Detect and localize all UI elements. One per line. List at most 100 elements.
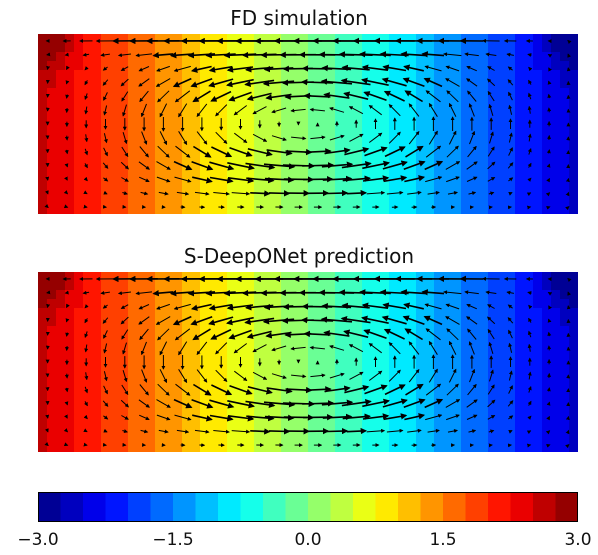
velocity-arrow bbox=[174, 328, 191, 341]
field-cell bbox=[83, 353, 93, 363]
field-cell bbox=[155, 97, 165, 107]
field-cell bbox=[407, 205, 417, 214]
field-cell bbox=[425, 160, 435, 170]
field-cell bbox=[515, 178, 525, 188]
field-cell bbox=[56, 272, 66, 282]
field-cell bbox=[236, 299, 246, 309]
field-cell bbox=[227, 407, 237, 417]
field-cell bbox=[155, 272, 165, 282]
field-cell bbox=[470, 281, 480, 291]
colorbar-band bbox=[420, 492, 444, 522]
field-cell bbox=[146, 43, 156, 53]
field-cell bbox=[56, 398, 66, 408]
velocity-arrow bbox=[528, 304, 533, 310]
field-cell bbox=[74, 52, 84, 62]
field-cell bbox=[533, 443, 543, 452]
field-cell bbox=[371, 407, 381, 417]
field-cell bbox=[533, 97, 543, 107]
field-cell bbox=[83, 335, 93, 345]
field-cell bbox=[533, 133, 543, 143]
field-cell bbox=[164, 169, 174, 179]
field-cell bbox=[101, 34, 111, 44]
field-cell bbox=[263, 70, 273, 80]
velocity-arrow bbox=[152, 289, 174, 297]
field-cell bbox=[182, 124, 192, 134]
field-cell bbox=[155, 61, 165, 71]
field-cell bbox=[497, 326, 507, 336]
field-cell bbox=[326, 371, 336, 381]
field-cell bbox=[326, 416, 336, 426]
field-cell bbox=[308, 133, 318, 143]
field-cell bbox=[146, 371, 156, 381]
field-cell bbox=[443, 43, 453, 53]
field-cell bbox=[155, 133, 165, 143]
field-cell bbox=[443, 407, 453, 417]
field-cell bbox=[371, 416, 381, 426]
field-cell bbox=[425, 205, 435, 214]
field-cell bbox=[164, 205, 174, 214]
field-cell bbox=[128, 326, 138, 336]
field-cell bbox=[461, 362, 471, 372]
field-cell bbox=[569, 133, 578, 143]
field-cell bbox=[191, 371, 201, 381]
field-cell bbox=[92, 335, 102, 345]
field-cell bbox=[479, 160, 489, 170]
field-cell bbox=[191, 205, 201, 214]
field-cell bbox=[470, 142, 480, 152]
field-cell bbox=[335, 178, 345, 188]
field-cell bbox=[497, 344, 507, 354]
field-cell bbox=[110, 353, 120, 363]
field-cell bbox=[569, 196, 578, 206]
velocity-arrow bbox=[138, 161, 150, 170]
field-cell bbox=[533, 52, 543, 62]
field-cell bbox=[506, 187, 516, 197]
field-cell bbox=[227, 290, 237, 300]
velocity-arrow bbox=[443, 52, 462, 57]
field-cell bbox=[263, 142, 273, 152]
field-cell bbox=[416, 335, 426, 345]
field-cell bbox=[47, 34, 57, 44]
field-cell bbox=[101, 290, 111, 300]
field-cell bbox=[407, 317, 417, 327]
field-cell bbox=[560, 34, 570, 44]
field-cell bbox=[434, 389, 444, 399]
field-cell bbox=[110, 187, 120, 197]
field-cell bbox=[371, 88, 381, 98]
field-cell bbox=[488, 335, 498, 345]
field-cell bbox=[308, 416, 318, 426]
field-cell bbox=[425, 281, 435, 291]
field-cell bbox=[443, 169, 453, 179]
field-cell bbox=[389, 142, 399, 152]
field-cell bbox=[326, 344, 336, 354]
field-cell bbox=[551, 326, 561, 336]
field-cell bbox=[137, 34, 147, 44]
field-cell bbox=[47, 52, 57, 62]
field-cell bbox=[119, 362, 129, 372]
field-cell bbox=[65, 290, 75, 300]
field-cell bbox=[353, 353, 363, 363]
field-cell bbox=[569, 335, 578, 345]
field-cell bbox=[308, 308, 318, 318]
field-cell bbox=[479, 151, 489, 161]
velocity-arrow bbox=[102, 304, 108, 309]
field-cell bbox=[47, 272, 57, 282]
field-cell bbox=[398, 344, 408, 354]
field-cell bbox=[326, 407, 336, 417]
velocity-arrow bbox=[121, 329, 129, 340]
field-cell bbox=[398, 281, 408, 291]
field-cell bbox=[416, 124, 426, 134]
field-cell bbox=[425, 371, 435, 381]
velocity-arrow bbox=[386, 190, 404, 195]
field-cell bbox=[353, 133, 363, 143]
velocity-arrow bbox=[407, 428, 422, 433]
field-cell bbox=[119, 299, 129, 309]
velocity-arrow bbox=[65, 94, 70, 99]
field-cell bbox=[299, 79, 309, 89]
field-cell bbox=[461, 205, 471, 214]
field-cell bbox=[92, 187, 102, 197]
field-cell bbox=[227, 115, 237, 125]
field-cell bbox=[506, 43, 516, 53]
field-cell bbox=[416, 407, 426, 417]
velocity-arrow bbox=[428, 102, 438, 117]
velocity-arrow bbox=[263, 401, 296, 408]
